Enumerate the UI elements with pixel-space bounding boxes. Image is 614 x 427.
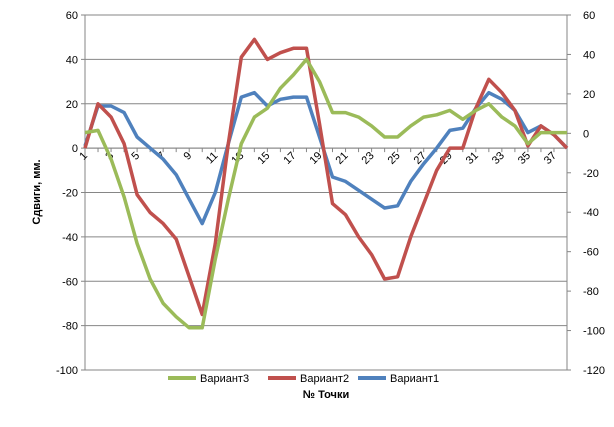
x-tick-label: 17	[281, 150, 298, 167]
x-tick-label: 11	[204, 150, 221, 167]
x-tick-label: 19	[307, 150, 324, 167]
y2-tick-label: 40	[583, 49, 595, 61]
legend-label: Вариант3	[200, 373, 249, 385]
y-tick-label: -40	[62, 232, 78, 244]
y2-tick-label: 20	[583, 89, 595, 101]
x-tick-label: 25	[386, 150, 403, 167]
series-line-Вариант3	[84, 57, 567, 330]
y2-tick-label: -20	[583, 168, 599, 180]
y-tick-label: 0	[72, 143, 78, 155]
x-tick-label: 21	[334, 150, 351, 167]
legend-label: Вариант1	[390, 373, 439, 385]
x-tick-label: 33	[490, 150, 507, 167]
series-line-Вариант2	[83, 37, 569, 317]
y-tick-label: 60	[66, 10, 78, 22]
y2-tick-label: -60	[583, 247, 599, 259]
y-axis-label: Сдвиги, мм.	[31, 159, 43, 224]
x-tick-label: 31	[464, 150, 481, 167]
y-tick-label: 20	[66, 99, 78, 111]
x-tick-label: 23	[360, 150, 377, 167]
y2-tick-label: -40	[583, 207, 599, 219]
y2-tick-label: 0	[583, 128, 589, 140]
y-tick-label: -100	[56, 365, 78, 377]
legend-label: Вариант2	[300, 373, 349, 385]
legend: Вариант3 Вариант2 Вариант1	[168, 373, 439, 385]
x-tick-label: 37	[542, 150, 559, 167]
y2-tick-label: -100	[583, 326, 605, 338]
x-axis-label: № Точки	[303, 389, 349, 401]
y2-tick-label: 60	[583, 10, 595, 22]
x-tick-label: 15	[255, 150, 272, 167]
x-tick-label: 35	[516, 150, 533, 167]
x-tick-label: 9	[182, 150, 195, 163]
y-tick-label: -80	[62, 321, 78, 333]
gridlines	[85, 14, 567, 371]
y-tick-label: 40	[66, 54, 78, 66]
x-tick-label: 5	[129, 150, 142, 163]
y2-tick-label: -80	[583, 286, 599, 298]
series-lines	[83, 37, 569, 330]
y-tick-label: -60	[62, 276, 78, 288]
x-tick-label: 1	[77, 150, 90, 163]
y-tick-label: -20	[62, 188, 78, 200]
y2-tick-label: -120	[583, 365, 605, 377]
